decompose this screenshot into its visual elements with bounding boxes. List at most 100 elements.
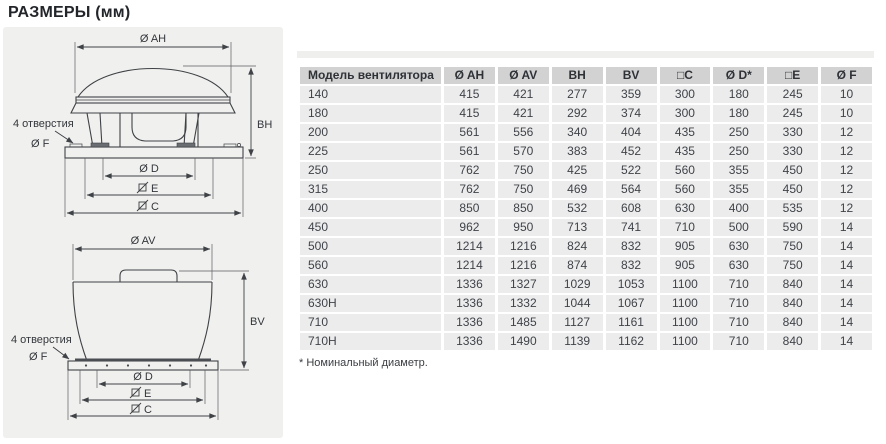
value-cell: 330 [767, 143, 819, 160]
value-cell: 750 [497, 162, 549, 179]
dim-label-bh: BH [257, 119, 272, 131]
value-cell: 561 [444, 143, 495, 160]
value-cell: 522 [605, 162, 657, 179]
square-symbol [129, 402, 142, 415]
value-cell: 355 [713, 181, 765, 198]
dim-label-c: C [144, 404, 152, 416]
value-cell: 750 [767, 238, 819, 255]
value-cell: 404 [605, 124, 657, 141]
dim-label-c: C [151, 201, 159, 213]
dim-label-d: Ø D [139, 163, 159, 175]
value-cell: 1100 [659, 295, 711, 312]
value-cell: 535 [767, 200, 819, 217]
bolt-hole [237, 143, 241, 147]
table-row: 250 762 750 425 522 560 355 450 12 [300, 162, 872, 179]
value-cell: 840 [767, 333, 819, 350]
value-cell: 564 [605, 181, 657, 198]
holes-callout: 4 отверстия [13, 118, 74, 130]
value-cell: 750 [767, 257, 819, 274]
value-cell: 750 [497, 181, 549, 198]
model-cell: 560 [300, 257, 441, 274]
table-row: 710H 1336 1490 1139 1162 1100 710 840 14 [300, 333, 872, 350]
value-cell: 556 [497, 124, 549, 141]
value-cell: 762 [444, 181, 495, 198]
value-cell: 630 [713, 257, 765, 274]
value-cell: 1332 [497, 295, 549, 312]
value-cell: 355 [713, 162, 765, 179]
value-cell: 12 [821, 181, 872, 198]
value-cell: 12 [821, 124, 872, 141]
value-cell: 400 [713, 200, 765, 217]
model-cell: 710H [300, 333, 441, 350]
value-cell: 710 [713, 314, 765, 331]
square-symbol [136, 181, 149, 194]
value-cell: 415 [444, 105, 495, 122]
value-cell: 710 [659, 219, 711, 236]
value-cell: 1162 [605, 333, 657, 350]
value-cell: 874 [551, 257, 603, 274]
value-cell: 330 [767, 124, 819, 141]
table-row: 315 762 750 469 564 560 355 450 12 [300, 181, 872, 198]
value-cell: 1490 [497, 333, 549, 350]
value-cell: 832 [605, 257, 657, 274]
table-row: 200 561 556 340 404 435 250 330 12 [300, 124, 872, 141]
value-cell: 1127 [551, 314, 603, 331]
fan-drawing-vertical: Ø AV BV [11, 235, 265, 420]
value-cell: 180 [713, 105, 765, 122]
value-cell: 1100 [659, 276, 711, 293]
drawings-panel: Ø AH BH [3, 27, 283, 438]
value-cell: 14 [821, 238, 872, 255]
value-cell: 450 [767, 162, 819, 179]
model-cell: 225 [300, 143, 441, 160]
value-cell: 608 [605, 200, 657, 217]
value-cell: 905 [659, 257, 711, 274]
square-symbol [136, 199, 149, 212]
value-cell: 1053 [605, 276, 657, 293]
fan-leg [86, 112, 103, 148]
value-cell: 180 [713, 86, 765, 103]
table-row: 630 1336 1327 1029 1053 1100 710 840 14 [300, 276, 872, 293]
hole-dia-label: Ø F [29, 351, 48, 363]
value-cell: 560 [659, 162, 711, 179]
value-cell: 14 [821, 333, 872, 350]
value-cell: 469 [551, 181, 603, 198]
value-cell: 1336 [444, 314, 495, 331]
value-cell: 840 [767, 276, 819, 293]
square-symbol [129, 386, 142, 399]
value-cell: 245 [767, 105, 819, 122]
value-cell: 300 [659, 86, 711, 103]
value-cell: 1161 [605, 314, 657, 331]
value-cell: 250 [713, 143, 765, 160]
hole-dia-label: Ø F [31, 138, 50, 150]
value-cell: 245 [767, 86, 819, 103]
value-cell: 300 [659, 105, 711, 122]
dim-label-d: Ø D [133, 371, 153, 383]
value-cell: 630 [659, 200, 711, 217]
value-cell: 840 [767, 295, 819, 312]
value-cell: 12 [821, 200, 872, 217]
table-row: 400 850 850 532 608 630 400 535 12 [300, 200, 872, 217]
value-cell: 14 [821, 257, 872, 274]
value-cell: 1044 [551, 295, 603, 312]
value-cell: 14 [821, 314, 872, 331]
column-header: Ø D* [713, 67, 765, 84]
column-header: Ø AV [497, 67, 549, 84]
value-cell: 421 [497, 86, 549, 103]
value-cell: 1100 [659, 314, 711, 331]
value-cell: 560 [659, 181, 711, 198]
value-cell: 383 [551, 143, 603, 160]
model-cell: 140 [300, 86, 441, 103]
column-header: □C [659, 67, 711, 84]
value-cell: 1336 [444, 276, 495, 293]
value-cell: 962 [444, 219, 495, 236]
cropped-row-strip [297, 51, 874, 58]
value-cell: 340 [551, 124, 603, 141]
value-cell: 10 [821, 105, 872, 122]
value-cell: 710 [713, 295, 765, 312]
value-cell: 14 [821, 219, 872, 236]
column-header: Модель вентилятора [300, 67, 441, 84]
value-cell: 292 [551, 105, 603, 122]
column-header: BH [551, 67, 603, 84]
table-row: 140 415 421 277 359 300 180 245 10 [300, 86, 872, 103]
value-cell: 741 [605, 219, 657, 236]
